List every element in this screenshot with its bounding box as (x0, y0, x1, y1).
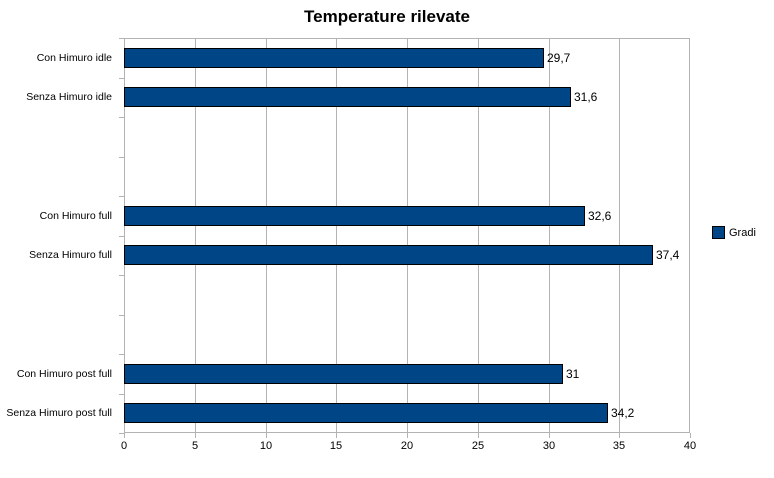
y-axis-tick (119, 236, 124, 237)
category-label: Senza Himuro post full (6, 407, 112, 419)
x-gridline (549, 39, 550, 432)
bar (124, 87, 571, 107)
x-axis-tick (549, 433, 550, 438)
bar-value-label: 34,2 (611, 406, 635, 420)
chart-title: Temperature rilevate (304, 7, 470, 26)
x-tick-label: 35 (612, 440, 626, 452)
x-axis-tick (619, 433, 620, 438)
category-label: Con Himuro idle (36, 52, 112, 64)
y-axis-tick (119, 38, 124, 39)
x-tick-label: 30 (542, 440, 556, 452)
x-axis-tick (407, 433, 408, 438)
x-gridline (336, 39, 337, 432)
bar (124, 364, 563, 384)
category-label: Senza Himuro full (29, 249, 112, 261)
y-axis-tick (119, 394, 124, 395)
bar-value-label: 29,7 (547, 51, 571, 65)
category-label: Con Himuro post full (16, 368, 112, 380)
bar-value-label: 37,4 (656, 248, 680, 262)
x-tick-label: 5 (191, 440, 199, 452)
x-axis-tick (336, 433, 337, 438)
x-gridline (407, 39, 408, 432)
x-tick-label: 15 (329, 440, 343, 452)
legend-label: Gradi (729, 226, 756, 239)
y-axis-tick (119, 157, 124, 158)
x-axis-tick (124, 433, 125, 438)
bar-value-label: 31,6 (574, 90, 598, 104)
bar (124, 48, 544, 68)
legend: Gradi (712, 226, 756, 239)
y-axis-tick (119, 433, 124, 434)
x-tick-label: 40 (683, 440, 697, 452)
y-axis-tick (119, 354, 124, 355)
x-axis-tick (478, 433, 479, 438)
category-label: Con Himuro full (39, 210, 112, 222)
x-axis-tick (690, 433, 691, 438)
bar (124, 245, 653, 265)
bar-value-label: 32,6 (588, 209, 612, 223)
x-axis-tick (195, 433, 196, 438)
y-axis-tick (119, 78, 124, 79)
x-gridline (195, 39, 196, 432)
category-label: Senza Himuro idle (26, 91, 112, 103)
y-axis-tick (119, 315, 124, 316)
y-axis-tick (119, 275, 124, 276)
bar-value-label: 31 (566, 367, 580, 381)
x-gridline (266, 39, 267, 432)
x-axis-tick (266, 433, 267, 438)
x-gridline (619, 39, 620, 432)
x-tick-label: 20 (400, 440, 414, 452)
y-axis-tick (119, 196, 124, 197)
bar (124, 403, 608, 423)
x-tick-label: 0 (120, 440, 128, 452)
x-tick-label: 10 (259, 440, 273, 452)
x-tick-label: 25 (471, 440, 485, 452)
x-gridline (478, 39, 479, 432)
legend-color-swatch (712, 226, 725, 239)
y-axis-tick (119, 117, 124, 118)
bar (124, 206, 585, 226)
